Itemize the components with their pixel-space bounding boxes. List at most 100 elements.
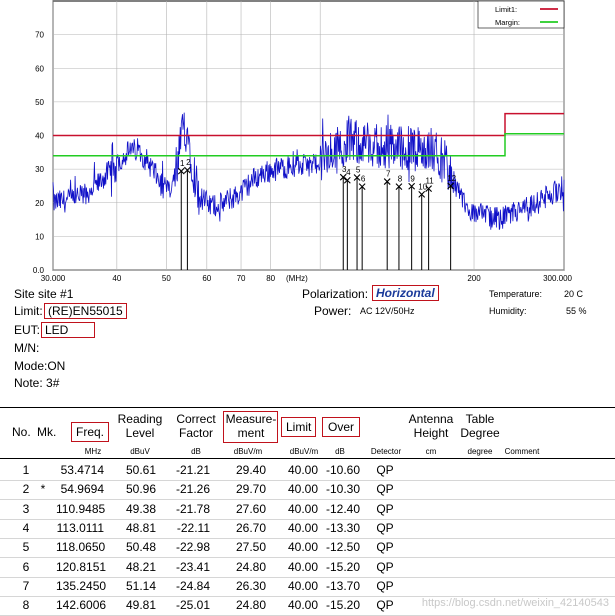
humidity-value: 55 % <box>566 306 587 316</box>
col-limit-header: Limit <box>281 417 317 437</box>
cell-limit: 40.00 <box>287 540 318 555</box>
cell-detector: QP <box>376 598 394 613</box>
col-antenna-header-2: Height <box>413 426 449 440</box>
cell-detector: QP <box>376 578 394 593</box>
marker-label: 7 <box>386 170 391 179</box>
temperature-value: 20 C <box>564 289 584 299</box>
row-divider <box>0 537 615 539</box>
cell-correct: -24.84 <box>175 578 210 593</box>
table-row: 3 110.9485 49.38 -21.78 27.60 40.00 -12.40 QP <box>0 500 615 520</box>
y-tick-label: 20 <box>35 199 44 208</box>
y-tick-label: 0.0 <box>33 266 45 275</box>
cell-correct: -25.01 <box>175 598 210 613</box>
cell-limit: 40.00 <box>287 559 318 574</box>
cell-limit: 40.00 <box>287 463 318 477</box>
cell-limit: 40.00 <box>287 578 318 593</box>
table-row: 5 118.0650 50.48 -22.98 27.50 40.00 -12.50 QP <box>0 538 615 559</box>
header-rule <box>0 458 615 459</box>
cell-reading: 50.48 <box>125 540 156 555</box>
cell-correct: -21.21 <box>175 463 210 477</box>
cell-detector: QP <box>376 482 394 497</box>
limit-label: Limit: <box>14 304 43 318</box>
x-tick-label: 300.000 <box>543 274 572 283</box>
marker-x <box>408 182 416 190</box>
unit-freq: MHz <box>84 447 102 456</box>
col-measurement-header-2: ment <box>237 426 265 440</box>
cell-no: 8 <box>22 598 30 613</box>
cell-correct: -21.26 <box>175 482 210 497</box>
cell-detector: QP <box>376 540 394 555</box>
x-tick-label: 200 <box>467 274 481 283</box>
cell-no: 4 <box>22 520 30 535</box>
humidity-label: Humidity: <box>489 306 527 316</box>
marker-label: 10 <box>418 182 427 191</box>
limit-line <box>53 112 564 137</box>
limit-value: (RE)EN55015 <box>44 303 127 319</box>
row-divider <box>0 557 615 559</box>
col-over-header: Over <box>322 417 361 437</box>
table-row: 6 120.8151 48.21 -23.41 24.80 40.00 -15.20 QP <box>0 558 615 578</box>
marker-x <box>383 178 391 185</box>
table-row: 7 135.2450 51.14 -24.84 26.30 40.00 -13.70 QP <box>0 577 615 597</box>
cell-freq: 120.8151 <box>56 559 107 574</box>
cell-freq: 53.4714 <box>60 463 104 477</box>
cell-freq: 54.9694 <box>60 482 104 497</box>
marker-x <box>184 166 191 174</box>
cell-over: -13.70 <box>325 578 360 593</box>
cell-mk: * <box>40 482 46 497</box>
unit-limit: dBuV/m <box>289 447 319 456</box>
x-unit-label: (MHz) <box>286 274 308 283</box>
y-tick-label: 30 <box>35 165 44 174</box>
cell-limit: 40.00 <box>287 598 318 613</box>
unit-detector: Detector <box>370 447 402 456</box>
cell-freq: 135.2450 <box>56 578 107 593</box>
col-table-header-1: Table <box>465 412 495 426</box>
col-table-header-2: Degree <box>460 426 500 440</box>
y-tick-label: 60 <box>35 64 44 73</box>
marker-x <box>339 173 347 181</box>
cell-reading: 50.96 <box>125 482 156 497</box>
marker-label: 5 <box>356 166 361 175</box>
cell-meas: 29.40 <box>235 463 266 477</box>
cell-meas: 29.70 <box>235 482 266 497</box>
col-no-header: No. <box>12 425 31 439</box>
eut-value: LED <box>41 322 95 338</box>
cell-over: -10.30 <box>325 482 360 497</box>
x-tick-label: 80 <box>266 274 275 283</box>
marker-x <box>343 176 351 184</box>
cell-no: 5 <box>22 540 30 555</box>
cell-freq: 118.0650 <box>56 540 106 555</box>
cell-reading: 51.14 <box>125 578 156 593</box>
cell-meas: 26.30 <box>235 578 266 593</box>
cell-freq: 113.0111 <box>56 520 104 535</box>
row-divider <box>0 480 615 481</box>
emission-chart: 0.0 10 20 30 40 50 60 70 30.000 40 50 60 70 80 200 300.… <box>33 0 573 283</box>
col-correct-header-2: Factor <box>178 426 213 440</box>
x-tick-label: 50 <box>162 274 171 283</box>
cell-reading: 48.21 <box>125 559 156 574</box>
marker-label: 6 <box>361 175 366 184</box>
y-tick-label: 40 <box>35 132 44 141</box>
power-value: AC 12V/50Hz <box>360 306 415 316</box>
col-freq-header: Freq. <box>71 422 110 442</box>
cell-no: 1 <box>22 463 30 477</box>
mn-label: M/N: <box>14 341 40 355</box>
cell-over: -15.20 <box>325 598 360 613</box>
marker-x <box>418 190 426 198</box>
mode-label: Mode:ON <box>14 359 66 373</box>
marker-label: 4 <box>346 168 351 177</box>
x-tick-label: 60 <box>202 274 211 283</box>
col-mk-header: Mk. <box>37 425 57 439</box>
col-correct-header-1: Correct <box>176 412 216 426</box>
y-tick-label: 70 <box>35 31 44 40</box>
unit-table: degree <box>467 447 493 456</box>
cell-correct: -22.98 <box>175 540 210 555</box>
marker-label: 2 <box>186 158 191 167</box>
cell-over: -12.50 <box>325 540 360 555</box>
cell-reading: 49.38 <box>125 501 156 516</box>
marker-label: 8 <box>398 175 403 184</box>
note-label: Note: 3# <box>14 376 60 390</box>
cell-meas: 24.80 <box>235 598 266 613</box>
legend-box <box>477 0 565 29</box>
unit-antenna: cm <box>425 447 437 456</box>
